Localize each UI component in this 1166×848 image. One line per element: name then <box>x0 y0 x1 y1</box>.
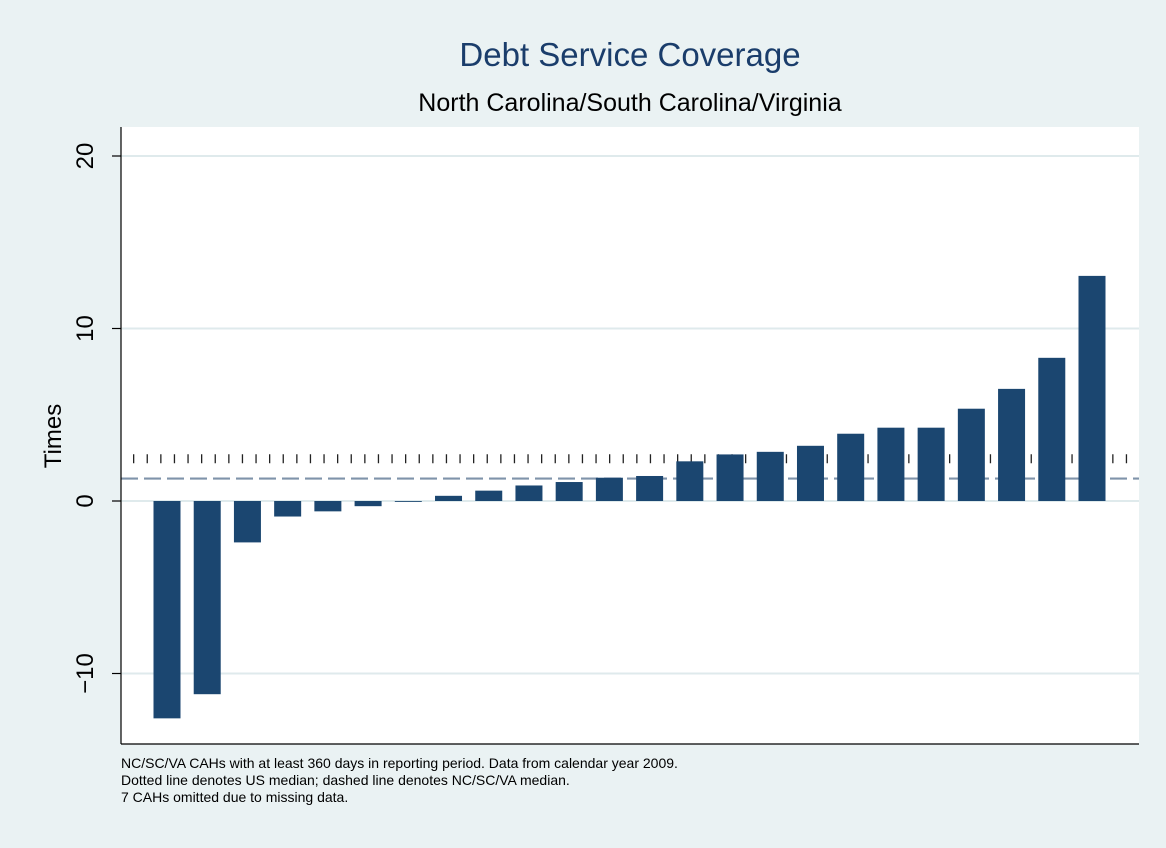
bar <box>837 433 865 501</box>
chart-subtitle: North Carolina/South Carolina/Virginia <box>418 89 841 117</box>
bar <box>314 501 342 512</box>
bar <box>435 495 463 501</box>
footnote-1: NC/SC/VA CAHs with at least 360 days in … <box>121 755 678 771</box>
y-tick-label: 10 <box>72 315 99 342</box>
chart-title: Debt Service Coverage <box>459 36 800 73</box>
bars <box>153 275 1106 719</box>
bar <box>796 445 824 501</box>
y-tick-label: 20 <box>72 143 99 170</box>
y-ticks: −10 0 10 20 <box>72 143 121 694</box>
bar <box>636 475 664 501</box>
y-axis-title: Times <box>40 404 67 468</box>
bar <box>1038 357 1066 501</box>
bar <box>1078 275 1106 501</box>
bar <box>756 451 784 501</box>
bar <box>957 408 985 501</box>
footnote-2: Dotted line denotes US median; dashed li… <box>121 772 570 788</box>
bar <box>998 388 1026 501</box>
bar <box>716 454 744 501</box>
bar <box>274 501 302 517</box>
bar <box>354 501 382 507</box>
bar <box>233 501 261 543</box>
plot-area <box>121 127 1139 744</box>
bar <box>555 482 583 501</box>
y-tick-label: −10 <box>72 653 99 694</box>
footnote-3: 7 CAHs omitted due to missing data. <box>121 789 349 805</box>
bar <box>153 501 181 719</box>
y-tick-label: 0 <box>72 494 99 507</box>
reference-lines <box>121 454 1139 480</box>
bar <box>595 477 623 501</box>
bar <box>515 485 543 501</box>
bar <box>475 490 503 501</box>
bar <box>917 427 945 501</box>
bar <box>877 427 905 501</box>
bar <box>676 461 704 501</box>
bar <box>193 501 221 695</box>
bar <box>394 501 422 502</box>
